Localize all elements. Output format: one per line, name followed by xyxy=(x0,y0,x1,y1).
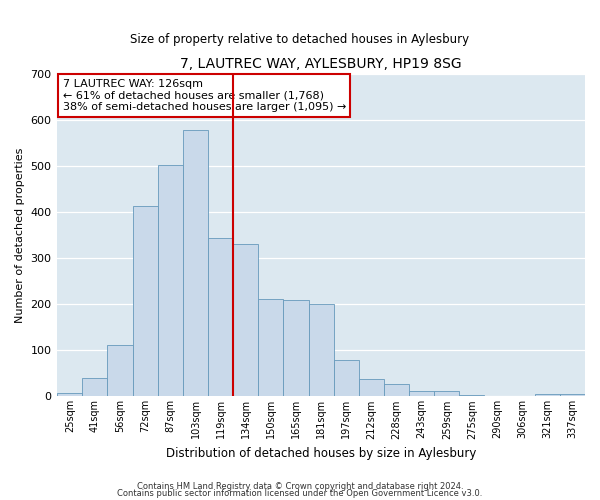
Bar xyxy=(308,304,334,396)
Bar xyxy=(384,384,409,396)
Bar xyxy=(409,391,434,396)
Bar xyxy=(283,300,308,396)
Bar xyxy=(434,391,460,396)
Bar xyxy=(82,378,107,396)
Bar xyxy=(359,379,384,396)
Text: Contains public sector information licensed under the Open Government Licence v3: Contains public sector information licen… xyxy=(118,490,482,498)
Title: 7, LAUTREC WAY, AYLESBURY, HP19 8SG: 7, LAUTREC WAY, AYLESBURY, HP19 8SG xyxy=(181,58,462,71)
Bar xyxy=(107,345,133,397)
Bar xyxy=(258,299,283,396)
Bar xyxy=(535,394,560,396)
Bar xyxy=(233,244,258,396)
Text: Size of property relative to detached houses in Aylesbury: Size of property relative to detached ho… xyxy=(130,32,470,46)
X-axis label: Distribution of detached houses by size in Aylesbury: Distribution of detached houses by size … xyxy=(166,447,476,460)
Bar xyxy=(158,165,183,396)
Bar xyxy=(334,360,359,397)
Y-axis label: Number of detached properties: Number of detached properties xyxy=(15,148,25,323)
Bar xyxy=(183,130,208,396)
Text: Contains HM Land Registry data © Crown copyright and database right 2024.: Contains HM Land Registry data © Crown c… xyxy=(137,482,463,491)
Bar xyxy=(208,238,233,396)
Bar xyxy=(560,394,585,396)
Text: 7 LAUTREC WAY: 126sqm
← 61% of detached houses are smaller (1,768)
38% of semi-d: 7 LAUTREC WAY: 126sqm ← 61% of detached … xyxy=(62,79,346,112)
Bar xyxy=(57,392,82,396)
Bar xyxy=(133,206,158,396)
